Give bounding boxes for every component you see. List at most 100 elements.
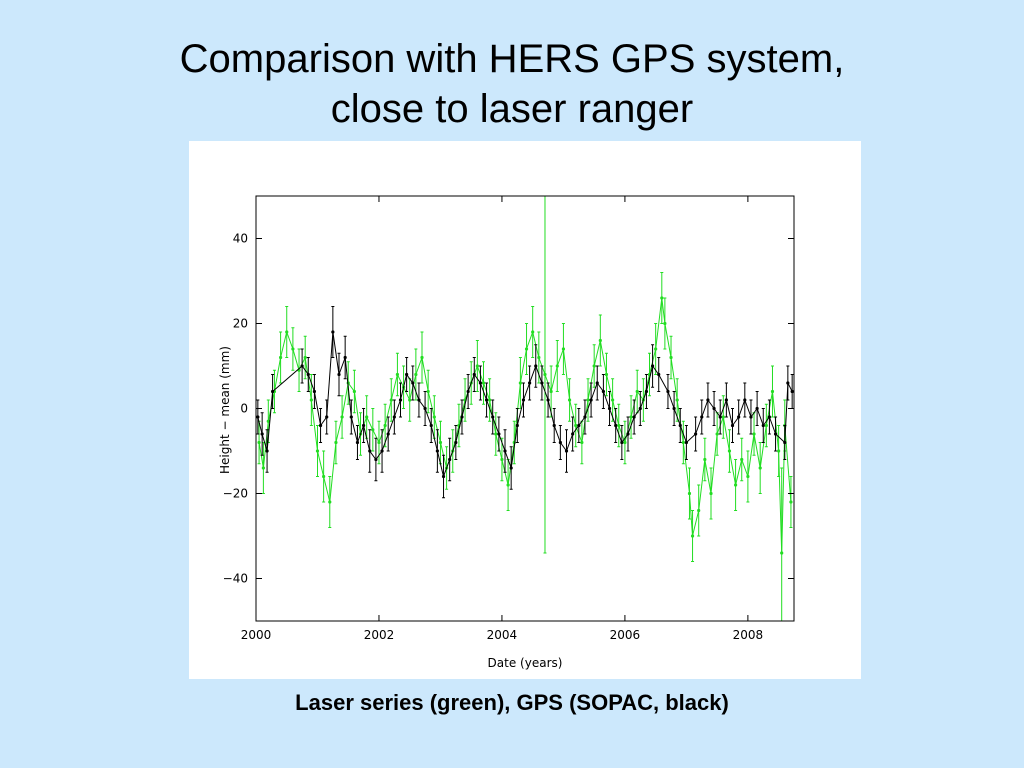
data-point xyxy=(715,432,719,436)
y-tick-label: 20 xyxy=(233,317,248,331)
data-point xyxy=(392,415,396,419)
data-point xyxy=(509,466,513,470)
data-point xyxy=(644,389,649,394)
data-point xyxy=(291,347,295,351)
data-point xyxy=(623,440,627,445)
data-point xyxy=(666,389,670,394)
data-point xyxy=(528,381,532,385)
data-point xyxy=(737,415,741,419)
slide-caption: Laser series (green), GPS (SOPAC, black) xyxy=(295,690,729,715)
data-point xyxy=(448,457,452,462)
data-point xyxy=(466,389,470,394)
data-point xyxy=(497,432,501,436)
data-point xyxy=(727,449,732,453)
x-tick-label: 2000 xyxy=(241,628,272,642)
data-point xyxy=(506,483,510,487)
data-point xyxy=(577,423,581,428)
x-tick-label: 2008 xyxy=(733,628,764,642)
data-point xyxy=(697,508,701,513)
data-point xyxy=(429,423,433,428)
data-point xyxy=(414,372,418,377)
data-point xyxy=(334,440,338,445)
data-point xyxy=(629,415,633,419)
data-point xyxy=(764,423,768,428)
data-point xyxy=(694,432,698,436)
data-point xyxy=(571,432,575,436)
data-point xyxy=(365,415,369,419)
data-point xyxy=(405,372,409,377)
data-point xyxy=(325,415,329,419)
data-point xyxy=(322,474,326,479)
data-point xyxy=(706,398,710,402)
data-point xyxy=(552,423,556,428)
data-point xyxy=(515,423,519,428)
data-point xyxy=(604,372,609,377)
data-point xyxy=(617,423,621,428)
slide-title-line-1: Comparison with HERS GPS system, xyxy=(179,37,845,81)
data-point xyxy=(503,449,507,453)
data-point xyxy=(773,432,778,436)
slide-title: Comparison with HERS GPS system, close t… xyxy=(0,34,1024,134)
x-tick-label: 2004 xyxy=(487,628,518,642)
height-timeseries-chart: 2000 2002 2004 2006 2008 −40 −20 0 20 40 Date (ye… xyxy=(218,195,795,670)
data-point xyxy=(408,398,412,402)
data-point xyxy=(567,398,572,402)
data-point xyxy=(561,347,566,351)
data-point xyxy=(546,398,550,402)
data-point xyxy=(395,372,400,377)
series-layer xyxy=(256,195,794,622)
data-point xyxy=(260,432,264,436)
data-point xyxy=(488,398,492,402)
data-point xyxy=(362,423,366,428)
data-point xyxy=(460,415,464,419)
data-point xyxy=(626,432,630,436)
data-point xyxy=(712,406,716,411)
data-point xyxy=(789,500,793,504)
data-point xyxy=(540,381,544,385)
data-point xyxy=(265,449,269,453)
data-point xyxy=(703,457,707,462)
data-point xyxy=(549,389,553,394)
data-point xyxy=(432,415,436,419)
data-point xyxy=(306,372,310,377)
data-point xyxy=(426,389,430,394)
data-point xyxy=(564,449,569,453)
slide-title-line-2: close to laser ranger xyxy=(330,87,694,131)
y-tick-label: −20 xyxy=(223,487,248,501)
data-point xyxy=(663,321,667,326)
data-point xyxy=(718,415,722,419)
data-point xyxy=(475,364,479,368)
x-axis-label: Date (years) xyxy=(488,656,563,670)
data-point xyxy=(780,551,784,555)
data-point xyxy=(598,338,602,343)
data-point xyxy=(315,449,320,453)
data-point xyxy=(574,423,578,428)
data-point xyxy=(389,398,393,402)
data-point xyxy=(411,381,415,385)
data-point xyxy=(352,389,356,394)
data-point xyxy=(531,330,535,334)
data-point xyxy=(684,440,688,445)
series-1 xyxy=(256,306,794,499)
data-point xyxy=(607,406,612,411)
data-point xyxy=(638,406,642,411)
data-point xyxy=(783,440,787,445)
data-point xyxy=(749,415,753,419)
data-point xyxy=(687,491,692,496)
data-point xyxy=(257,440,261,445)
data-point xyxy=(524,347,529,351)
data-point xyxy=(261,466,265,470)
data-point xyxy=(620,440,624,445)
data-point xyxy=(417,398,421,402)
data-point xyxy=(472,372,476,377)
data-point xyxy=(657,372,661,377)
data-point xyxy=(746,474,750,479)
data-point xyxy=(355,440,360,445)
data-point xyxy=(343,355,347,360)
data-point xyxy=(435,449,439,453)
data-point xyxy=(521,398,526,402)
data-point xyxy=(558,440,562,445)
data-point xyxy=(790,389,794,394)
data-point xyxy=(580,440,584,445)
data-point xyxy=(761,423,765,428)
